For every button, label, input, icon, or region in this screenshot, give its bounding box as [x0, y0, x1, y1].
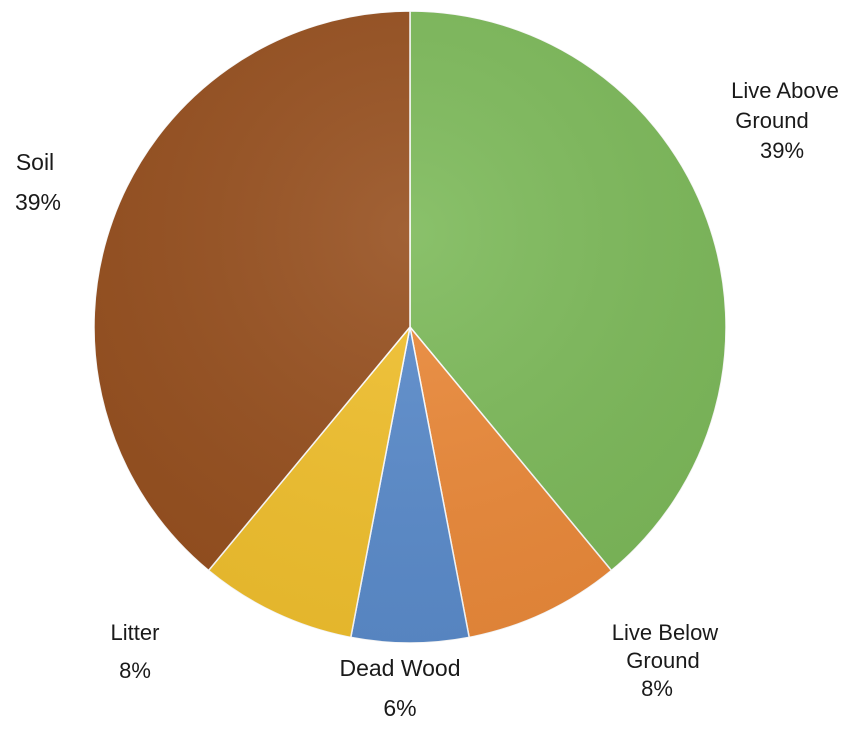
slice-percent: 39%: [760, 138, 804, 163]
slice-label-live-above-ground: Live Above Ground 39%: [731, 78, 839, 163]
slice-name-line: Dead Wood: [339, 655, 460, 681]
slice-percent: 6%: [383, 695, 416, 721]
slice-name-line: Live Below: [612, 620, 719, 645]
slice-label-dead-wood: Dead Wood 6%: [339, 655, 460, 721]
slice-name-line: Ground: [626, 648, 699, 673]
slice-percent: 8%: [119, 658, 151, 683]
pie-slices: [93, 10, 727, 644]
slice-label-litter: Litter 8%: [111, 620, 160, 683]
slice-label-live-below-ground: Live Below Ground 8%: [612, 620, 719, 701]
slice-label-soil: Soil 39%: [15, 149, 61, 215]
slice-name-line: Soil: [16, 149, 54, 175]
slice-percent: 8%: [641, 676, 673, 701]
slice-name-line: Litter: [111, 620, 160, 645]
slice-name-line: Ground: [735, 108, 808, 133]
slice-name-line: Live Above: [731, 78, 839, 103]
slice-percent: 39%: [15, 189, 61, 215]
slice-labels: Live Above Ground 39% Live Below Ground 8% Dea…: [15, 78, 839, 721]
